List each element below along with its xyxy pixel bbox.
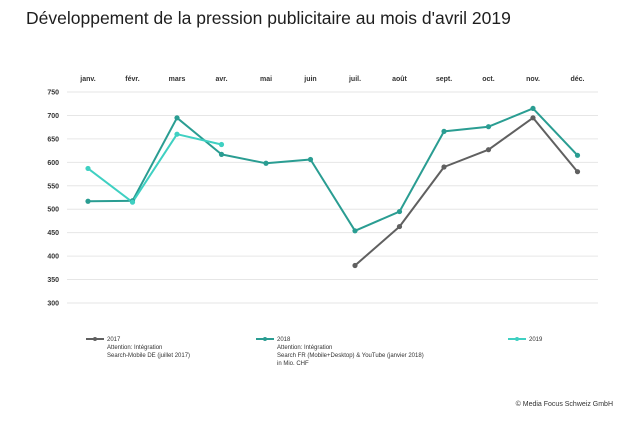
series-line-2018 (87, 107, 579, 232)
y-tick-label: 750 (47, 90, 59, 97)
y-tick-label: 350 (47, 277, 59, 284)
y-tick-label: 700 (47, 113, 59, 120)
legend-marker-2019 (515, 337, 519, 341)
legend-note: Attention: Intégration (107, 345, 162, 351)
gridlines (67, 91, 598, 304)
data-point-2017 (352, 262, 358, 269)
y-tick-label: 600 (47, 160, 59, 167)
data-point-2019 (85, 165, 91, 172)
data-point-2017 (574, 169, 581, 175)
data-point-2018 (263, 160, 269, 166)
x-tick-label: juin (303, 76, 316, 83)
data-point-2018 (174, 115, 180, 121)
y-tick-label: 550 (47, 183, 59, 190)
y-tick-label: 400 (47, 254, 59, 261)
data-point-2018 (396, 208, 403, 215)
legend-marker-2018 (263, 337, 267, 341)
series-lines (87, 107, 579, 267)
legend: 2017 Attention: Intégration Search-Mobile … (86, 337, 543, 367)
data-point-2018 (574, 152, 581, 158)
legend-label-2017: 2017 (107, 337, 121, 343)
source-credit: © Media Focus Schweiz GmbH (515, 401, 613, 408)
series-line-2019 (87, 133, 223, 204)
x-tick-label: mai (260, 76, 272, 83)
y-tick-label: 500 (47, 207, 59, 214)
x-axis-ticks: janv. févr. mars avr. mai juin juil. août sept. o… (79, 76, 584, 83)
x-tick-label: oct. (482, 76, 495, 83)
data-point-2017 (396, 223, 403, 230)
x-tick-label: nov. (526, 76, 540, 83)
legend-label-2018: 2018 (277, 337, 291, 343)
data-point-2019 (129, 199, 136, 205)
legend-note: Search FR (Mobile+Desktop) & YouTube (ja… (277, 353, 424, 359)
x-tick-label: août (392, 76, 407, 83)
x-tick-label: avr. (215, 76, 227, 83)
series-line-2017 (354, 116, 579, 267)
x-tick-label: juil. (348, 76, 361, 83)
y-axis-ticks: 750 700 650 600 550 500 450 400 350 300 (47, 90, 59, 308)
series-points (85, 105, 581, 269)
data-point-2018 (485, 124, 492, 130)
x-tick-label: mars (169, 76, 186, 83)
data-point-2018 (218, 151, 225, 157)
data-point-2018 (85, 198, 91, 204)
data-point-2017 (485, 147, 492, 153)
legend-note: Attention: Intégration (277, 345, 332, 351)
x-tick-label: sept. (436, 76, 452, 83)
chart-title: Développement de la pression publicitair… (26, 8, 511, 28)
legend-note: Search-Mobile DE (juillet 2017) (107, 353, 190, 359)
data-point-2018 (441, 128, 447, 134)
y-tick-label: 650 (47, 136, 59, 143)
data-point-2017 (441, 164, 447, 170)
x-tick-label: janv. (79, 76, 95, 83)
legend-label-2019: 2019 (529, 337, 543, 343)
data-point-2019 (174, 131, 180, 137)
data-point-2018 (352, 228, 358, 234)
data-point-2018 (307, 156, 314, 163)
y-tick-label: 300 (47, 301, 59, 308)
x-tick-label: déc. (570, 76, 584, 83)
data-point-2018 (530, 105, 536, 112)
y-tick-label: 450 (47, 230, 59, 237)
legend-note: in Mio. CHF (277, 361, 309, 367)
legend-marker-2017 (93, 337, 97, 341)
data-point-2017 (530, 115, 536, 121)
x-tick-label: févr. (125, 76, 139, 83)
data-point-2019 (218, 141, 225, 148)
